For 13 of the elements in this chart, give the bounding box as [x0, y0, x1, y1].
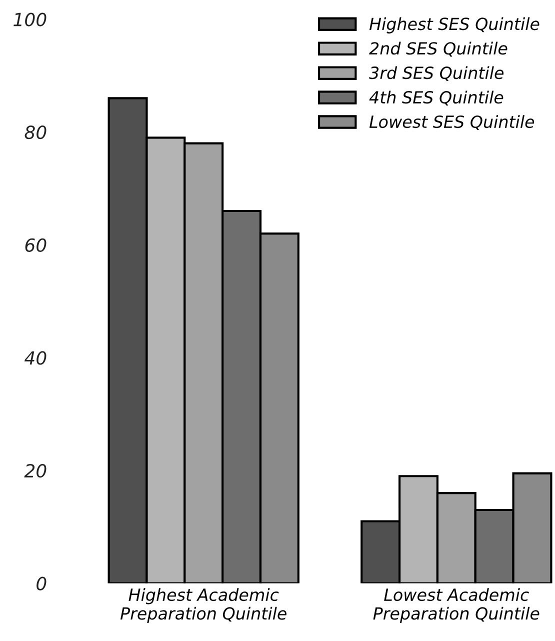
x-tick-label: Highest Academic Preparation Quintile [120, 588, 286, 623]
x-tick-label: Lowest Academic Preparation Quintile [373, 588, 540, 623]
legend-label: 4th SES Quintile [369, 90, 504, 106]
legend-label: Highest SES Quintile [369, 17, 540, 34]
legend-label: 3rd SES Quintile [369, 66, 504, 82]
y-tick-label: 40 [24, 351, 46, 365]
y-tick-label: 80 [24, 126, 46, 140]
y-tick-label: 20 [24, 464, 46, 478]
y-tick-label: 0 [36, 576, 46, 590]
legend-label: Lowest SES Quintile [369, 115, 534, 130]
legend-label: 2nd SES Quintile [369, 42, 508, 57]
y-tick-label: 100 [14, 12, 46, 26]
y-tick-label: 60 [25, 238, 46, 252]
